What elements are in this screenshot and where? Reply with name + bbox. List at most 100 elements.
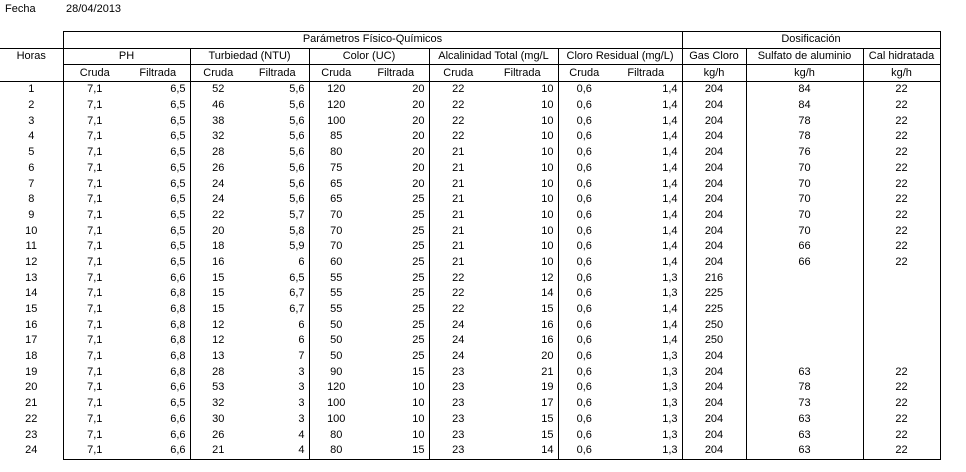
gas-cloro-cell: 204 xyxy=(681,81,746,98)
ph-filtrada-cell: 6,5 xyxy=(170,130,186,143)
color-filtrada-cell: 15 xyxy=(412,365,425,378)
alcalinidad-cruda-cell: 22 xyxy=(428,301,487,318)
gas-cloro-cell: 250 xyxy=(681,333,746,349)
alcalinidad-filtrada-cell: 10 xyxy=(541,240,554,253)
cloro-filtrada-cell: 1,4 xyxy=(662,334,678,347)
hora-cell: 18 xyxy=(25,350,38,363)
cloro-cruda-cell: 0,6 xyxy=(557,191,610,208)
turbiedad-cruda-cell: 24 xyxy=(189,191,246,208)
table-row: 1 7,1 6,5 52 5,6 120 20 22 10 0,6 1,4 204 84 22 xyxy=(0,81,941,98)
ph-cruda-cell: 7,1 xyxy=(62,333,126,349)
sulfato-cell: 84 xyxy=(745,81,863,98)
dosificacion-header: Dosificación xyxy=(681,31,941,49)
cloro-filtrada-cell: 1,4 xyxy=(662,161,678,174)
cloro-residual-header: Cloro Residual (mg/L) xyxy=(557,48,682,66)
turbiedad-filtrada-cell: 5,6 xyxy=(289,146,305,159)
turbiedad-cruda-cell: 38 xyxy=(189,113,246,130)
subheader-row: Cruda Filtrada Cruda Filtrada Cruda Filt… xyxy=(0,64,941,83)
alcalinidad-filtrada-cell: 10 xyxy=(541,130,554,143)
cal-cell: 22 xyxy=(862,144,941,161)
ph-cruda-cell: 7,1 xyxy=(62,191,126,208)
hora-cell: 13 xyxy=(25,271,38,284)
cloro-cruda-cell: 0,6 xyxy=(557,81,610,98)
ph-filtrada-header: Filtrada xyxy=(126,64,190,83)
color-cruda-header: Cruda xyxy=(308,64,363,83)
gas-cloro-cell: 204 xyxy=(681,160,746,177)
cloro-filtrada-cell: 1,4 xyxy=(662,193,678,206)
gas-cloro-cell: 204 xyxy=(681,176,746,192)
turbiedad-filtrada-cell: 5,6 xyxy=(289,193,305,206)
table-row: 5 7,1 6,5 28 5,6 80 20 21 10 0,6 1,4 204 76 22 xyxy=(0,144,941,161)
alcalinidad-filtrada-cell: 15 xyxy=(541,428,554,441)
ph-cruda-cell: 7,1 xyxy=(62,380,126,396)
color-cruda-cell: 70 xyxy=(308,207,363,224)
color-cruda-cell: 50 xyxy=(308,317,363,334)
cal-cell: 22 xyxy=(862,113,941,130)
cloro-cruda-cell: 0,6 xyxy=(557,333,610,349)
ph-cruda-cell: 7,1 xyxy=(62,270,126,286)
color-filtrada-cell: 15 xyxy=(363,442,429,460)
table-row: 7 7,1 6,5 24 5,6 65 20 21 10 0,6 1,4 204 70 22 xyxy=(0,176,941,192)
turbiedad-cruda-cell: 24 xyxy=(189,176,246,192)
color-filtrada-cell: 25 xyxy=(412,255,425,268)
alcalinidad-cruda-cell: 22 xyxy=(428,113,487,130)
color-cruda-cell: 50 xyxy=(308,348,363,365)
alcalinidad-cruda-cell: 24 xyxy=(428,333,487,349)
hora-cell: 11 xyxy=(25,240,37,253)
turbiedad-cruda-cell: 15 xyxy=(189,270,246,286)
alcalinidad-filtrada-cell: 10 xyxy=(541,177,554,190)
color-cruda-cell: 70 xyxy=(308,238,363,255)
table-row: 4 7,1 6,5 32 5,6 85 20 22 10 0,6 1,4 204 78 22 xyxy=(0,129,941,145)
cal-cell: 22 xyxy=(862,364,941,381)
color-cruda-cell: 80 xyxy=(308,427,363,443)
turbiedad-cruda-cell: 12 xyxy=(189,333,246,349)
ph-cruda-cell: 7,1 xyxy=(62,317,126,334)
ph-header: PH xyxy=(62,48,190,66)
hora-cell: 10 xyxy=(25,224,38,237)
turbiedad-cruda-cell: 21 xyxy=(189,442,246,460)
turbiedad-filtrada-cell: 5,6 xyxy=(289,99,305,112)
cal-cell xyxy=(862,348,941,365)
color-filtrada-header: Filtrada xyxy=(363,64,429,83)
cloro-cruda-cell: 0,6 xyxy=(557,207,610,224)
sulfato-cell: 70 xyxy=(745,176,863,192)
hora-cell: 19 xyxy=(25,365,38,378)
cloro-filtrada-cell: 1,3 xyxy=(662,350,678,363)
ph-filtrada-cell: 6,6 xyxy=(170,428,186,441)
hora-cell: 1 xyxy=(28,83,35,96)
cloro-cruda-cell: 0,6 xyxy=(557,364,610,381)
table-row: 3 7,1 6,5 38 5,6 100 20 22 10 0,6 1,4 204 78 22 xyxy=(0,113,941,130)
cal-unit: kg/h xyxy=(862,64,941,83)
alcalinidad-cruda-cell: 23 xyxy=(428,411,487,428)
table-row: 17 7,1 6,8 12 6 50 25 24 16 0,6 1,4 250 xyxy=(0,333,941,349)
gas-cloro-cell: 225 xyxy=(681,301,746,318)
color-cruda-cell: 100 xyxy=(308,395,363,412)
hora-cell: 14 xyxy=(25,287,38,300)
cloro-filtrada-header: Filtrada xyxy=(610,64,682,83)
cloro-cruda-cell: 0,6 xyxy=(557,301,610,318)
color-cruda-cell: 90 xyxy=(308,364,363,381)
water-quality-table: Parámetros Físico-Químicos Dosificación … xyxy=(0,31,941,460)
cal-cell: 22 xyxy=(862,81,941,98)
color-filtrada-cell: 25 xyxy=(412,334,425,347)
cloro-filtrada-cell: 1,4 xyxy=(662,177,678,190)
ph-cruda-cell: 7,1 xyxy=(62,207,126,224)
alcalinidad-cruda-cell: 21 xyxy=(428,176,487,192)
hora-cell: 12 xyxy=(25,255,38,268)
turbiedad-cruda-cell: 32 xyxy=(189,395,246,412)
color-filtrada-cell: 20 xyxy=(412,83,425,96)
turbiedad-filtrada-cell: 3 xyxy=(298,412,305,425)
cal-cell xyxy=(862,301,941,318)
cal-cell: 22 xyxy=(862,207,941,224)
sulfato-cell: 66 xyxy=(745,238,863,255)
sulfato-cell: 70 xyxy=(745,207,863,224)
sulfato-cell: 63 xyxy=(745,427,863,443)
sulfato-cell xyxy=(745,270,863,286)
turbiedad-filtrada-cell: 5,9 xyxy=(289,240,305,253)
ph-cruda-cell: 7,1 xyxy=(62,286,126,302)
cloro-cruda-cell: 0,6 xyxy=(557,254,610,271)
ph-cruda-cell: 7,1 xyxy=(62,395,126,412)
cloro-cruda-cell: 0,6 xyxy=(557,395,610,412)
ph-cruda-cell: 7,1 xyxy=(62,160,126,177)
gas-cloro-unit: kg/h xyxy=(681,64,746,83)
